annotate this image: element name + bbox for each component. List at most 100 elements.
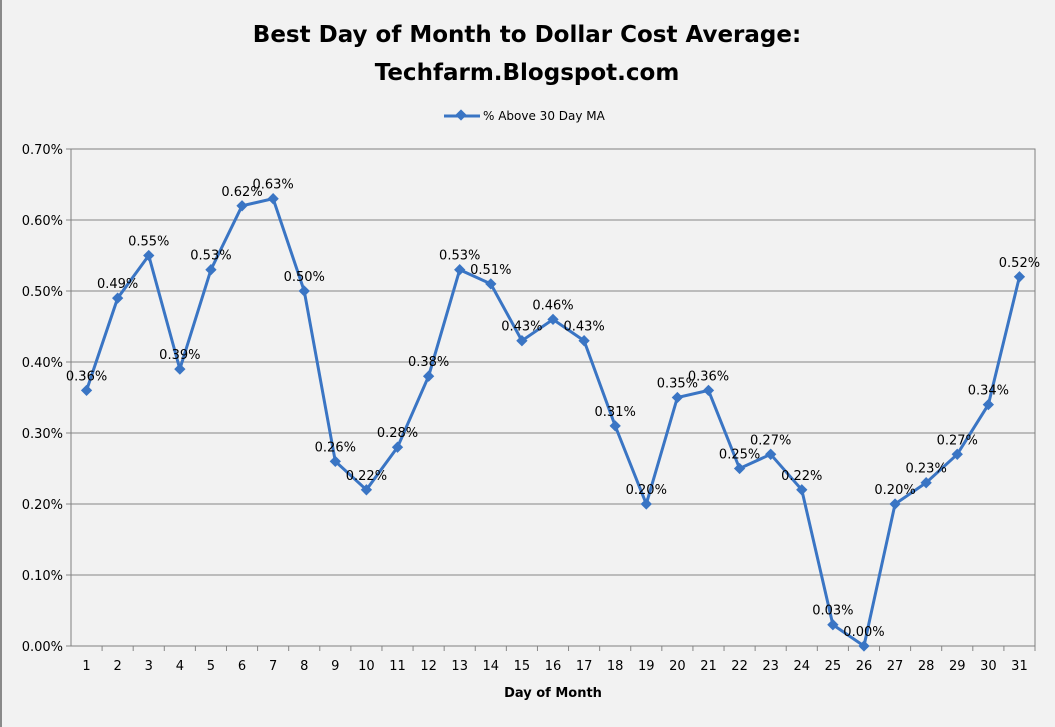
x-tick-label: 24 <box>794 659 811 674</box>
y-tick-label: 0.30% <box>22 427 63 442</box>
y-tick-label: 0.10% <box>22 569 63 584</box>
series-line <box>85 196 1021 649</box>
y-tick-label: 0.70% <box>22 143 63 158</box>
data-point <box>858 640 870 652</box>
data-label: 0.03% <box>812 604 853 619</box>
data-label: 0.53% <box>190 249 231 264</box>
data-label: 0.27% <box>937 433 978 448</box>
data-point <box>454 264 466 276</box>
data-point <box>422 370 435 382</box>
x-tick-label: 11 <box>389 659 406 674</box>
data-label: 0.43% <box>563 320 604 335</box>
x-tick-label: 28 <box>918 659 935 674</box>
x-tick-label: 31 <box>1011 659 1028 674</box>
legend-marker <box>455 109 467 121</box>
x-tick-label: 5 <box>207 659 215 674</box>
data-point <box>920 477 932 489</box>
data-label: 0.46% <box>532 298 573 313</box>
data-label: 0.62% <box>221 185 262 200</box>
data-label: 0.27% <box>750 433 791 448</box>
x-tick-label: 21 <box>700 659 717 674</box>
data-label: 0.51% <box>470 263 511 278</box>
x-tick-label: 30 <box>980 659 997 674</box>
data-label: 0.25% <box>719 448 760 463</box>
x-axis-label: Day of Month <box>504 686 602 701</box>
chart-title-line1: Best Day of Month to Dollar Cost Average… <box>253 22 801 48</box>
data-label: 0.53% <box>439 249 480 264</box>
data-point <box>702 384 715 397</box>
x-tick-label: 20 <box>669 659 686 674</box>
data-point <box>796 484 808 496</box>
y-tick-label: 0.00% <box>22 640 63 655</box>
data-label: 0.38% <box>408 355 449 370</box>
data-point <box>547 313 559 326</box>
data-label: 0.63% <box>252 178 293 193</box>
x-tick-label: 9 <box>331 659 339 674</box>
data-label: 0.34% <box>968 384 1009 399</box>
data-point <box>516 335 528 347</box>
x-tick-label: 1 <box>82 659 90 674</box>
data-point <box>205 264 217 276</box>
data-label: 0.22% <box>781 469 822 484</box>
data-point <box>951 448 963 460</box>
data-label: 0.20% <box>874 483 915 498</box>
data-label: 0.39% <box>159 348 200 363</box>
x-tick-label: 17 <box>576 659 593 674</box>
x-tick-label: 19 <box>638 659 655 674</box>
x-tick-label: 22 <box>731 659 748 674</box>
x-tick-label: 8 <box>300 659 308 674</box>
y-tick-label: 0.60% <box>22 214 63 229</box>
legend-label: % Above 30 Day MA <box>483 109 606 123</box>
data-label: 0.49% <box>97 277 138 292</box>
data-label: 0.22% <box>346 469 387 484</box>
x-tick-label: 10 <box>358 659 375 674</box>
x-tick-label: 6 <box>238 659 246 674</box>
data-point <box>578 335 590 347</box>
data-label: 0.23% <box>906 462 947 477</box>
data-label: 0.43% <box>501 320 542 335</box>
data-point <box>143 249 155 262</box>
legend: % Above 30 Day MA <box>444 109 606 123</box>
data-label: 0.00% <box>843 625 884 640</box>
y-tick-label: 0.20% <box>22 498 63 513</box>
data-label: 0.50% <box>284 270 325 285</box>
plot-area <box>70 148 1036 647</box>
data-label: 0.36% <box>66 369 107 384</box>
chart-title-line2: Techfarm.Blogspot.com <box>375 60 680 86</box>
x-tick-label: 25 <box>825 659 842 674</box>
x-tick-label: 7 <box>269 659 277 674</box>
data-point <box>733 462 746 475</box>
data-point <box>765 448 777 460</box>
data-point <box>174 363 186 375</box>
data-point <box>640 498 652 510</box>
x-tick-label: 29 <box>949 659 966 674</box>
x-tick-label: 3 <box>145 659 153 674</box>
data-point <box>360 484 373 496</box>
data-point <box>391 441 404 453</box>
data-point <box>236 200 248 212</box>
data-point <box>671 391 684 404</box>
x-tick-label: 23 <box>762 659 779 674</box>
data-label: 0.52% <box>999 256 1040 271</box>
data-point <box>609 420 621 432</box>
y-tick-label: 0.40% <box>22 356 63 371</box>
data-point <box>982 398 995 411</box>
x-tick-label: 27 <box>887 659 904 674</box>
x-tick-label: 16 <box>545 659 562 674</box>
x-tick-label: 14 <box>483 659 500 674</box>
x-tick-label: 15 <box>514 659 531 674</box>
data-label: 0.20% <box>626 483 667 498</box>
data-label: 0.36% <box>688 369 729 384</box>
data-label: 0.26% <box>315 440 356 455</box>
data-point <box>827 619 839 631</box>
x-tick-label: 26 <box>856 659 873 674</box>
x-tick-label: 2 <box>114 659 122 674</box>
data-point <box>1013 271 1026 283</box>
data-point <box>267 193 279 205</box>
data-point <box>889 498 901 510</box>
data-label: 0.28% <box>377 426 418 441</box>
data-point <box>298 285 310 297</box>
x-tick-label: 18 <box>607 659 624 674</box>
